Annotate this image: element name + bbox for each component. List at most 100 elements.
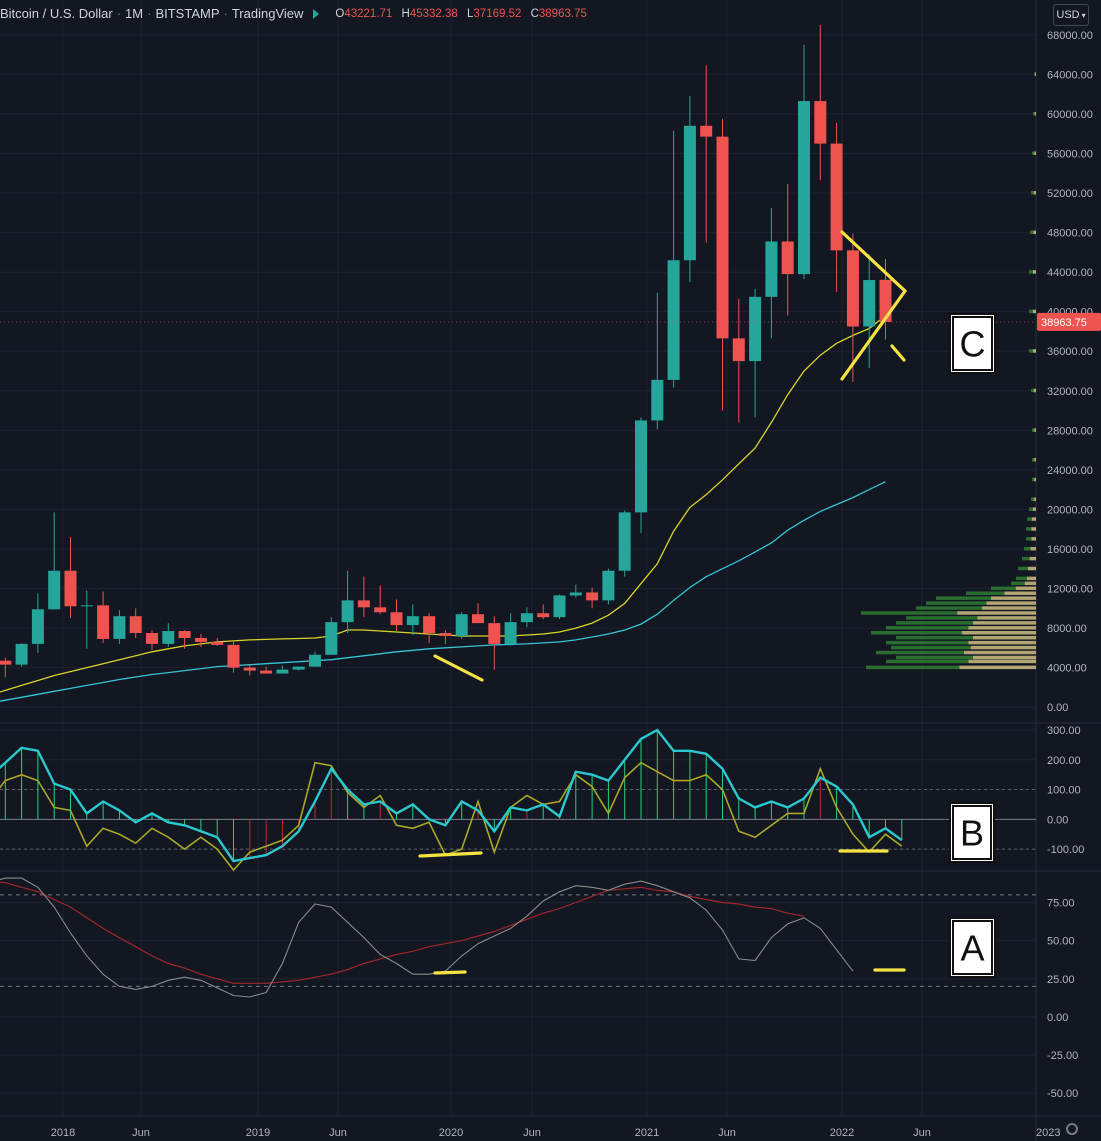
volume-profile-bar [1033,388,1036,393]
volume-profile-bar [1032,270,1036,274]
symbol-name[interactable]: Bitcoin / U.S. Dollar [0,6,113,21]
volume-profile-bar [1024,546,1031,551]
currency-button[interactable]: USD ▾ [1053,4,1089,26]
interval-label[interactable]: 1M [125,6,144,21]
candle-body [781,241,794,275]
volume-profile-bar [968,626,1036,630]
volume-profile-bar [959,665,1036,670]
volume-profile-bar [973,635,1036,640]
price-tick-label: 32000.00 [1047,386,1093,398]
volume-profile-bar [1034,477,1036,482]
time-tick-label: Jun [132,1127,150,1139]
rsi-tick-label: 75.00 [1047,898,1075,910]
volume-profile-bar [1032,309,1036,314]
volume-profile-bar [1033,191,1036,195]
volume-profile-bar [1027,566,1036,571]
annotation-label-c-box [949,313,996,374]
price-tick-label: 56000.00 [1047,148,1093,160]
volume-profile-bar [1031,537,1036,541]
volume-profile-bar [1018,566,1028,571]
candle-body [798,101,810,275]
candle-body [618,512,631,571]
volume-profile-bar [896,635,973,640]
volume-profile-bar [936,596,991,600]
candle-body [683,125,696,261]
triangle-annotation [840,230,908,381]
volume-profile-bar [866,665,960,670]
candle-body [31,609,44,644]
candle-body [700,125,713,137]
candle-body [423,616,436,634]
candle-body [276,669,289,674]
candle-body [341,600,354,623]
volume-profile-bar [1026,527,1032,531]
volume-profile-bar [1029,349,1033,353]
oscillator-tick-label: 300.00 [1047,725,1081,737]
candle-body [227,644,240,668]
candle-body [586,592,599,601]
platform-label: TradingView [231,6,304,21]
volume-profile-bar [891,645,971,650]
slow-moving-average-line [0,481,886,702]
annotation-label-a: A [960,928,984,969]
price-tick-label: 28000.00 [1047,425,1093,437]
low-label: L [467,7,474,20]
symbol-legend: Bitcoin / U.S. Dollar · 1M · BITSTAMP · … [0,6,593,21]
candle-body [260,670,273,674]
rsi-line [0,877,854,998]
time-tick-label: 2023 [1036,1127,1060,1139]
volume-profile-bar [1034,111,1036,116]
volume-profile-bar [1032,151,1035,155]
volume-profile-bar [1016,576,1027,581]
volume-profile-bar [1011,581,1025,586]
volume-profile-bar [991,586,1016,591]
volume-profile-bar [1035,72,1036,76]
volume-profile-bar [1029,556,1036,561]
volume-profile-bar [1032,477,1035,482]
rsi-level-line [433,970,467,975]
candle-body [243,667,256,671]
candle-body [406,616,419,626]
time-tick-label: 2021 [635,1127,659,1139]
time-tick-label: Jun [718,1127,736,1139]
oscillator-main-line [0,728,903,863]
volume-profile-bar [1034,457,1036,462]
candle-body [863,280,876,327]
volume-profile-bar [1029,507,1033,511]
candle-body [749,296,762,362]
volume-profile-bar [1031,497,1034,502]
price-tick-label: 20000.00 [1047,504,1093,516]
price-tick-label: 68000.00 [1047,30,1093,42]
volume-profile-bar [1029,270,1033,274]
candle-body [292,666,305,670]
volume-profile-bar [876,650,964,655]
rsi-tick-label: -25.00 [1047,1050,1078,1062]
time-tick-label: 2020 [439,1127,463,1139]
volume-profile-bar [886,640,969,645]
annotation-label-b-box [949,802,995,863]
annotation-label-a-box-inner [952,920,993,975]
annotation-drawings [418,230,908,975]
volume-profile [861,72,1036,670]
volume-profile-bar [1031,527,1036,531]
volume-profile-bar [1030,230,1034,235]
candle-body [15,643,28,665]
volume-profile-bar [961,631,1036,635]
candle-body [80,605,93,607]
settings-gear-icon[interactable] [1066,1123,1078,1135]
volume-profile-bar [1034,428,1036,432]
volume-profile-bar [1015,586,1036,591]
price-tick-label: 16000.00 [1047,544,1093,556]
volume-profile-bar [886,626,969,630]
candle-body [635,420,647,513]
annotation-label-a-box [949,917,996,978]
volume-profile-bar [973,621,1036,625]
candle-body [97,605,110,639]
volume-profile-bar [1033,111,1035,116]
volume-profile-bar [966,591,1005,595]
legend-separator: · [147,6,152,21]
volume-profile-bar [982,606,1036,610]
candle-body [0,660,12,665]
